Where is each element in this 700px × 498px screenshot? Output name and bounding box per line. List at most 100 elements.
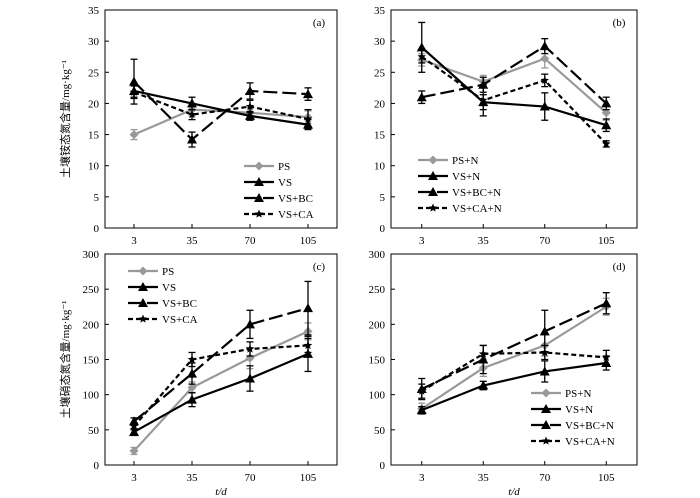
data-point	[539, 41, 550, 51]
data-point	[303, 303, 313, 313]
legend-marker	[254, 177, 264, 186]
data-point	[245, 102, 255, 111]
y-tick-label: 50	[374, 425, 386, 437]
data-point	[187, 355, 197, 364]
legend-marker	[541, 404, 551, 413]
legend-marker	[254, 193, 264, 202]
legend-marker	[541, 420, 551, 429]
series-line	[421, 46, 607, 127]
x-axis-label: t/d	[215, 486, 227, 498]
data-point	[601, 139, 611, 148]
y-tick-label: 15	[88, 130, 100, 142]
chart-panel-b: 0 5 10 15 20 25 30 35 3 35 70 105 (b) PS+N VS+N VS+BC+N…	[374, 5, 638, 247]
y-tick-label: 300	[369, 249, 386, 261]
y-tick-label: 5	[380, 192, 386, 204]
data-point	[601, 352, 611, 362]
series-line	[421, 351, 607, 393]
chart-panel-a: 0 5 10 15 20 25 30 35 3 35 70 105 (a) 土壤铵态氮含量/mg·kg⁻¹…	[58, 5, 338, 247]
x-tick-label: 70	[539, 472, 551, 484]
series-vs-plus-ca	[129, 337, 313, 431]
data-point	[416, 42, 427, 52]
y-tick-label: 15	[374, 130, 386, 142]
series-line	[133, 89, 309, 126]
data-point	[245, 110, 255, 120]
y-tick-label: 25	[374, 67, 386, 79]
series-line	[421, 305, 607, 410]
y-tick-label: 300	[83, 249, 100, 261]
data-point	[540, 75, 550, 85]
series-line	[421, 44, 607, 105]
legend-marker	[138, 298, 148, 307]
x-tick-label: 3	[419, 235, 425, 247]
data-point	[187, 394, 197, 404]
legend: PS VS VS+BC VS+CA	[244, 161, 314, 221]
legend-entry: PS+N	[565, 388, 591, 400]
legend: PS+N VS+N VS+BC+N VS+CA+N	[418, 155, 502, 215]
y-tick-label: 150	[369, 355, 386, 367]
legend-entry: VS+CA+N	[565, 436, 615, 448]
data-point	[478, 95, 488, 104]
series-line	[421, 302, 607, 391]
legend: PS+N VS+N VS+BC+N VS+CA+N	[531, 388, 615, 448]
legend-entry: VS+BC+N	[452, 187, 501, 199]
legend-entry: VS+CA	[162, 314, 198, 326]
data-point	[129, 426, 139, 436]
data-point	[245, 344, 255, 353]
plot-frame	[390, 9, 638, 229]
series-vs-plus-bc-plus-n	[416, 38, 612, 111]
panel-label: (d)	[613, 261, 626, 273]
legend-marker	[428, 171, 438, 180]
legend-entry: VS+N	[565, 404, 593, 416]
series-line	[421, 55, 608, 145]
data-point	[129, 421, 139, 430]
y-tick-label: 0	[94, 460, 100, 472]
y-tick-label: 30	[88, 36, 100, 48]
legend-marker	[428, 187, 438, 196]
legend-entry: PS+N	[452, 155, 478, 167]
data-point	[539, 326, 550, 336]
y-tick-label: 5	[94, 192, 100, 204]
series-line	[421, 57, 607, 114]
legend-marker	[254, 209, 264, 218]
data-point	[601, 120, 612, 130]
y-tick-label: 25	[88, 67, 100, 79]
series-line	[133, 91, 309, 121]
data-point	[540, 54, 550, 64]
legend-marker	[138, 282, 148, 291]
data-point	[187, 368, 197, 378]
series-line	[133, 352, 309, 433]
data-point	[416, 92, 427, 102]
x-tick-label: 105	[300, 472, 317, 484]
data-point	[478, 349, 488, 358]
series-vs-plus-bc-plus-n	[416, 292, 612, 401]
data-point	[601, 298, 612, 308]
data-point	[129, 130, 139, 140]
legend-entry: VS	[162, 282, 176, 294]
data-point	[129, 76, 139, 86]
y-tick-label: 35	[374, 5, 386, 17]
data-point	[540, 347, 550, 357]
series-line	[133, 307, 309, 423]
data-point	[245, 85, 255, 95]
data-point	[478, 380, 489, 390]
panel-label: (c)	[313, 261, 326, 273]
data-point	[539, 366, 550, 376]
y-tick-label: 10	[374, 161, 386, 173]
series-line	[133, 330, 309, 452]
legend-entry: VS+BC	[162, 298, 197, 310]
data-point	[187, 134, 197, 144]
data-point	[417, 52, 427, 61]
data-point	[245, 373, 255, 383]
legend-marker	[428, 203, 438, 212]
data-point	[601, 108, 611, 118]
y-tick-label: 0	[94, 223, 100, 235]
x-tick-label: 35	[478, 472, 490, 484]
series-vs-plus-n	[416, 21, 612, 133]
plot-frame	[104, 9, 338, 229]
y-tick-label: 0	[380, 460, 386, 472]
legend-entry: VS+N	[452, 171, 480, 183]
x-tick-label: 3	[419, 472, 425, 484]
legend-marker	[138, 266, 148, 276]
legend-marker	[138, 314, 148, 323]
